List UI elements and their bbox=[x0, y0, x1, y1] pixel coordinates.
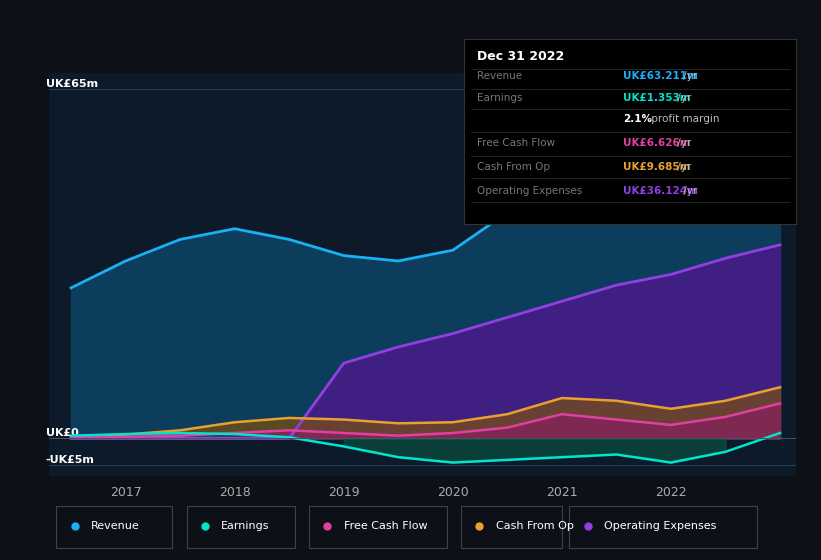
Text: /yr: /yr bbox=[680, 71, 697, 81]
Text: -UK£5m: -UK£5m bbox=[45, 455, 94, 465]
Text: Revenue: Revenue bbox=[91, 521, 140, 531]
Text: UK£65m: UK£65m bbox=[45, 79, 98, 89]
Text: /yr: /yr bbox=[674, 162, 691, 172]
Text: Revenue: Revenue bbox=[477, 71, 522, 81]
Text: Cash From Op: Cash From Op bbox=[477, 162, 550, 172]
Text: Free Cash Flow: Free Cash Flow bbox=[477, 138, 555, 148]
Text: Dec 31 2022: Dec 31 2022 bbox=[477, 50, 564, 63]
Text: Cash From Op: Cash From Op bbox=[496, 521, 574, 531]
Text: /yr: /yr bbox=[674, 94, 691, 104]
Text: UK£6.626m: UK£6.626m bbox=[623, 138, 691, 148]
Text: UK£36.124m: UK£36.124m bbox=[623, 186, 699, 196]
Text: 2.1%: 2.1% bbox=[623, 114, 653, 124]
Text: UK£9.685m: UK£9.685m bbox=[623, 162, 691, 172]
Text: Operating Expenses: Operating Expenses bbox=[477, 186, 582, 196]
Text: /yr: /yr bbox=[680, 186, 697, 196]
Text: UK£63.211m: UK£63.211m bbox=[623, 71, 699, 81]
Text: profit margin: profit margin bbox=[649, 114, 720, 124]
Text: /yr: /yr bbox=[674, 138, 691, 148]
Text: UK£0: UK£0 bbox=[45, 428, 78, 438]
Text: Earnings: Earnings bbox=[477, 94, 523, 104]
Text: Free Cash Flow: Free Cash Flow bbox=[344, 521, 428, 531]
Text: Operating Expenses: Operating Expenses bbox=[604, 521, 717, 531]
Text: Earnings: Earnings bbox=[221, 521, 270, 531]
Text: UK£1.353m: UK£1.353m bbox=[623, 94, 691, 104]
